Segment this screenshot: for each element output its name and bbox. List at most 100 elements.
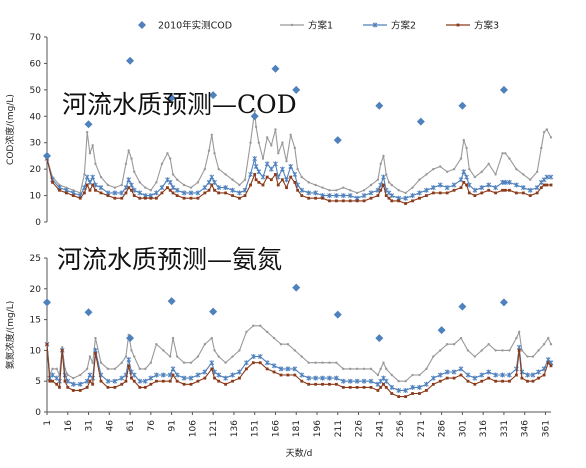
series-point xyxy=(98,185,104,191)
observed-point xyxy=(250,112,259,121)
series-point xyxy=(472,375,478,381)
series-point xyxy=(335,361,338,364)
series-point xyxy=(376,178,380,181)
x-tick-label: 196 xyxy=(313,420,323,437)
series-point xyxy=(334,382,338,386)
series-point xyxy=(493,372,498,378)
y-tick-label: 0 xyxy=(35,218,41,228)
series-point xyxy=(243,178,247,181)
series-point xyxy=(276,183,280,187)
series-point xyxy=(384,194,388,197)
series-point xyxy=(404,191,407,195)
series-point xyxy=(277,152,280,155)
series-point xyxy=(384,385,388,389)
series-point xyxy=(99,175,103,179)
series-point xyxy=(293,146,297,150)
series-point xyxy=(253,164,259,169)
series-point xyxy=(382,183,385,187)
series-point xyxy=(549,136,553,139)
series-1 xyxy=(45,109,553,195)
series-point xyxy=(430,375,436,381)
series-point xyxy=(500,372,505,378)
series-point xyxy=(321,196,324,200)
series-point xyxy=(84,174,90,180)
series-point xyxy=(278,366,284,372)
y-tick-label: 15 xyxy=(30,316,41,326)
series-point xyxy=(138,181,141,184)
series-point xyxy=(549,183,553,187)
series-point xyxy=(149,361,153,364)
series-point xyxy=(479,372,485,378)
series-point xyxy=(520,185,526,191)
series-point xyxy=(231,355,234,358)
cod-chart-panel: 0 10 20 30 40 50 60 70 COD浓度/(mg/L) 河流水质预测—COD xyxy=(4,33,554,228)
series-point xyxy=(154,190,159,196)
legend-swatch-marker xyxy=(456,23,460,27)
series-point xyxy=(209,174,215,180)
series-point xyxy=(444,369,450,375)
series-point xyxy=(120,196,124,200)
series-point xyxy=(288,164,294,169)
series-point xyxy=(531,355,535,358)
x-tick-label: 331 xyxy=(500,420,510,437)
series-point xyxy=(217,355,220,358)
x-tick-label: 271 xyxy=(417,420,427,437)
series-point xyxy=(376,389,380,392)
series-point xyxy=(251,361,255,365)
observed-point xyxy=(167,297,176,306)
series-point xyxy=(94,188,97,192)
series-point xyxy=(328,199,331,203)
series-point xyxy=(160,372,166,378)
series-point xyxy=(390,373,393,377)
series-point xyxy=(472,187,478,193)
series-point xyxy=(404,202,408,205)
series-point xyxy=(94,352,97,355)
x-tick-label: 136 xyxy=(230,420,240,437)
series-point xyxy=(411,373,414,377)
series-point xyxy=(382,361,385,364)
series-point xyxy=(299,187,305,193)
series-point xyxy=(71,194,75,197)
y-axis-title: 氨氮浓度/(mg/L) xyxy=(4,301,16,370)
series-point xyxy=(349,189,352,192)
series-point xyxy=(486,182,492,188)
series-point xyxy=(130,188,133,192)
series-point xyxy=(369,183,373,187)
series-point xyxy=(334,375,339,381)
series-point xyxy=(131,372,137,378)
series-point xyxy=(130,157,133,160)
series-point xyxy=(432,355,435,358)
series-point xyxy=(169,157,172,160)
series-point xyxy=(486,369,492,375)
x-tick-label: 181 xyxy=(292,420,302,437)
series-point xyxy=(213,188,216,192)
series-point xyxy=(58,385,61,389)
series-point xyxy=(254,178,258,182)
series-point xyxy=(171,173,175,176)
series-point xyxy=(494,349,497,352)
series-point xyxy=(424,389,428,392)
series-point xyxy=(487,162,490,166)
observed-point xyxy=(458,101,467,110)
x-tick-label: 61 xyxy=(126,420,136,431)
series-point xyxy=(293,180,297,184)
observed-point xyxy=(416,117,425,126)
series-point xyxy=(431,382,435,386)
series-point xyxy=(385,367,388,371)
series-point xyxy=(274,128,277,131)
series-point xyxy=(99,361,103,364)
series-point xyxy=(66,385,70,389)
series-3 xyxy=(45,157,553,205)
series-point xyxy=(335,189,338,192)
series-point xyxy=(149,382,153,386)
series-point xyxy=(515,336,518,340)
series-point xyxy=(369,196,373,200)
series-point xyxy=(459,157,463,160)
series-point xyxy=(404,380,407,383)
series-point xyxy=(130,349,133,352)
observed-series xyxy=(43,56,508,160)
x-tick-label: 316 xyxy=(479,420,489,437)
series-point xyxy=(296,167,299,171)
series-point xyxy=(307,181,310,184)
